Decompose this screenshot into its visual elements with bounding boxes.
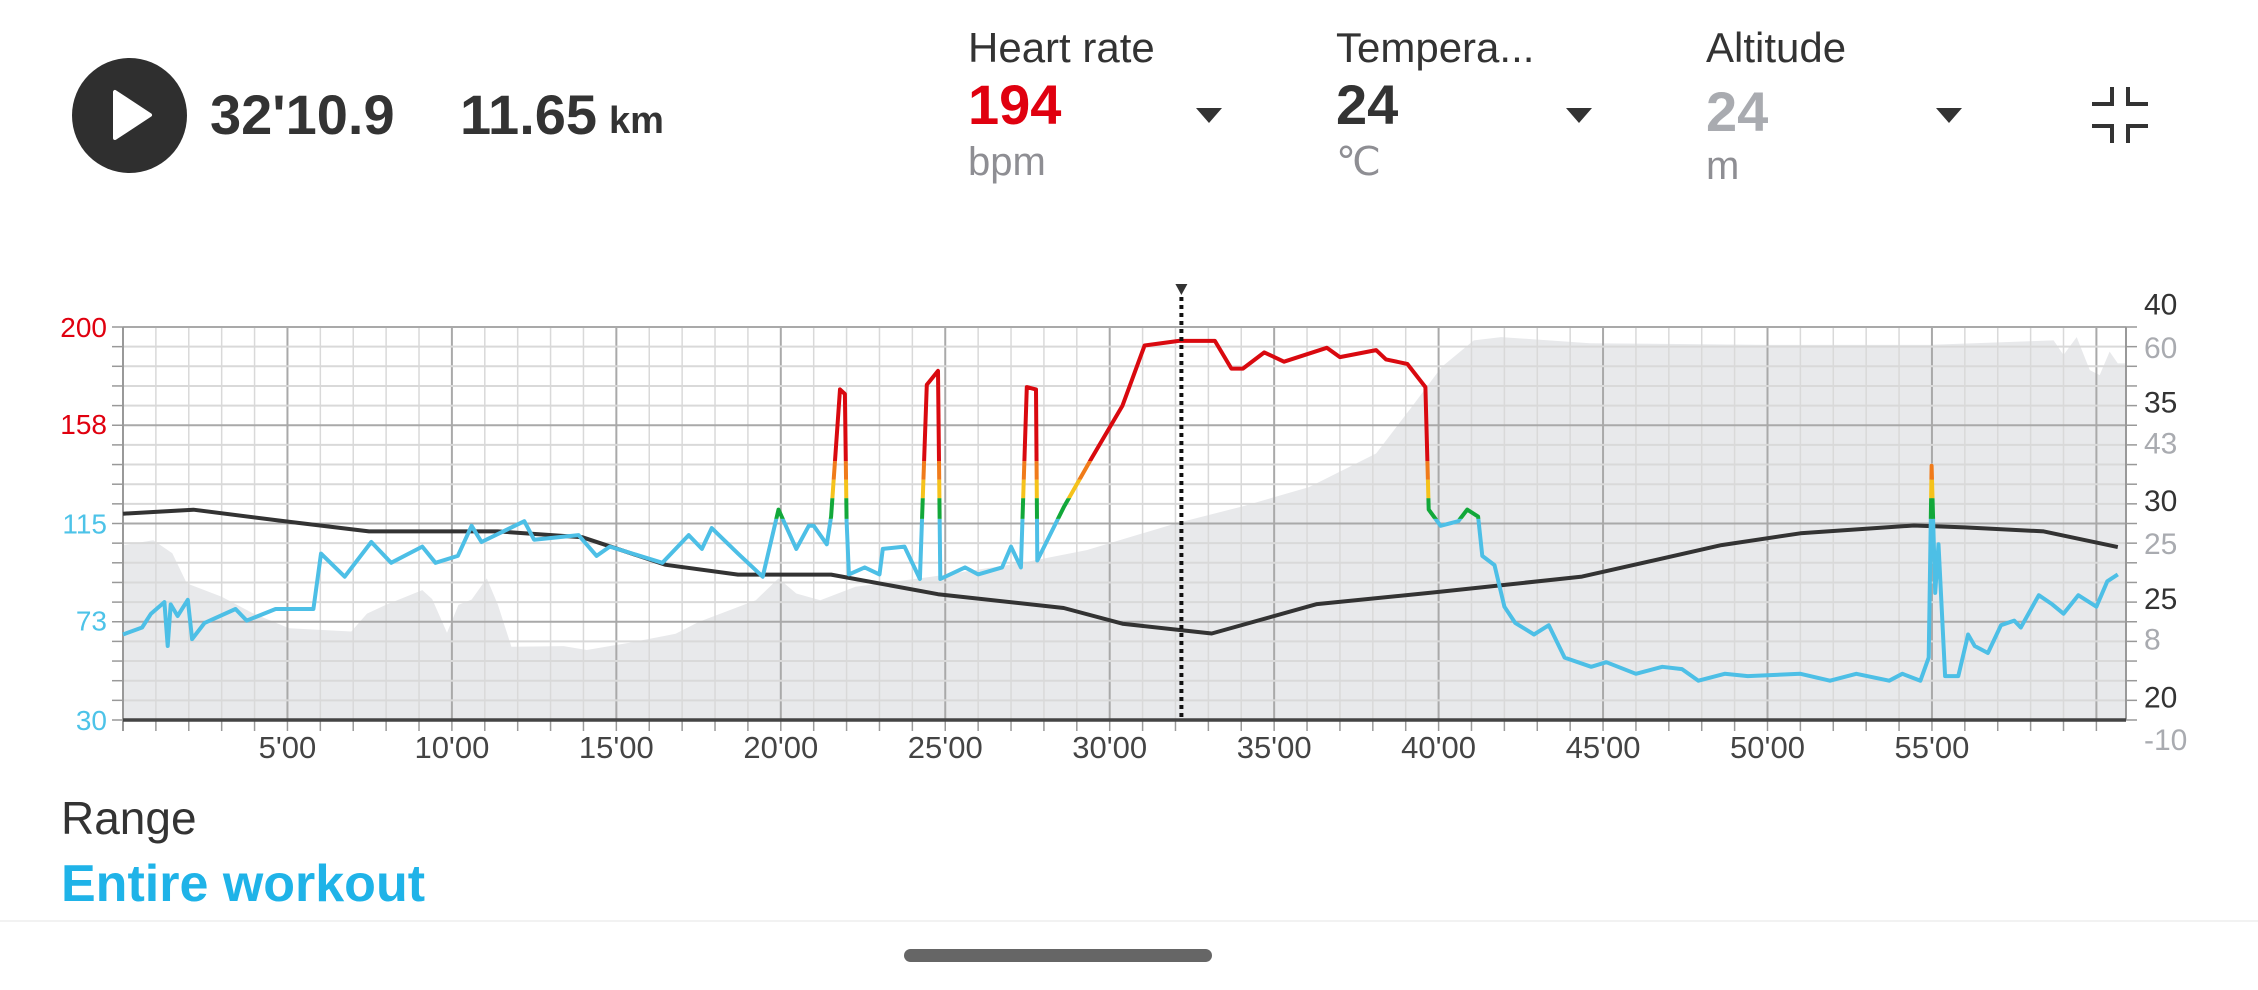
play-button[interactable] bbox=[72, 58, 187, 173]
collapse-icon[interactable] bbox=[2088, 84, 2152, 146]
grid-layer bbox=[123, 326, 2126, 720]
altitude-tick-label: 25 bbox=[2144, 528, 2177, 561]
metric-label: Heart rate bbox=[968, 24, 1155, 71]
heart-rate-layer bbox=[122, 338, 2119, 683]
altitude-tick-label: 43 bbox=[2144, 427, 2177, 460]
distance-value: 11.65 bbox=[460, 83, 598, 146]
x-tick-label: 20'00 bbox=[743, 730, 818, 765]
heart-rate-tick-label: 73 bbox=[76, 606, 107, 637]
x-tick-label: 10'00 bbox=[414, 730, 489, 765]
x-tick-label: 25'00 bbox=[908, 730, 983, 765]
temperature-tick-label: 25 bbox=[2144, 583, 2177, 616]
axis-labels-layer: 5'00 10'00 15'00 20'00 25'00 30'00 35'00 40'00 4… bbox=[60, 288, 2187, 765]
x-tick-label: 45'00 bbox=[1566, 730, 1641, 765]
heart-rate-tick-label: 158 bbox=[60, 409, 107, 440]
elapsed-time: 32'10.9 bbox=[210, 83, 395, 146]
temperature-tick-label: 20 bbox=[2144, 681, 2177, 714]
temperature-tick-label: 30 bbox=[2144, 485, 2177, 518]
metric-label: Altitude bbox=[1706, 24, 1847, 71]
metric-value: 24 bbox=[1706, 80, 1769, 143]
x-tick-label: 40'00 bbox=[1401, 730, 1476, 765]
metric-label: Tempera... bbox=[1336, 24, 1535, 71]
dropdown-caret-icon[interactable] bbox=[1196, 108, 1222, 123]
heart-rate-line-zone-1 bbox=[122, 518, 2119, 683]
x-tick-label: 50'00 bbox=[1730, 730, 1805, 765]
time-cursor[interactable] bbox=[1175, 284, 1188, 720]
altitude-tick-label: -10 bbox=[2144, 724, 2187, 757]
distance-unit: km bbox=[609, 100, 664, 142]
altitude-tick-label: 60 bbox=[2144, 332, 2177, 365]
cursor-marker-icon[interactable] bbox=[1175, 284, 1188, 295]
range-selector[interactable]: Entire workout bbox=[61, 855, 426, 913]
metric-value: 24 bbox=[1336, 73, 1399, 136]
range-label: Range bbox=[61, 792, 197, 844]
metric-unit: ℃ bbox=[1336, 140, 1381, 184]
axes-layer bbox=[112, 326, 2137, 731]
divider bbox=[0, 920, 2258, 922]
x-tick-label: 55'00 bbox=[1895, 730, 1970, 765]
altitude-area bbox=[123, 337, 2126, 720]
altitude-area-layer bbox=[123, 337, 2126, 720]
heart-rate-tick-label: 30 bbox=[76, 705, 107, 736]
dropdown-caret-icon[interactable] bbox=[1566, 108, 1592, 123]
x-tick-label: 15'00 bbox=[579, 730, 654, 765]
heart-rate-tick-label: 200 bbox=[60, 312, 107, 343]
dropdown-caret-icon[interactable] bbox=[1936, 108, 1962, 123]
metric-value: 194 bbox=[968, 73, 1062, 136]
heart-rate-tick-label: 115 bbox=[62, 509, 107, 540]
x-tick-label: 30'00 bbox=[1072, 730, 1147, 765]
temperature-line bbox=[122, 507, 2119, 636]
play-icon bbox=[113, 90, 152, 140]
heart-rate-line-zone-2 bbox=[774, 498, 1936, 519]
x-tick-label: 5'00 bbox=[259, 730, 317, 765]
altitude-tick-label: 8 bbox=[2144, 623, 2161, 656]
home-indicator[interactable] bbox=[904, 949, 1212, 962]
temperature-tick-label: 35 bbox=[2144, 387, 2177, 420]
temperature-layer bbox=[122, 507, 2119, 636]
metric-unit: bpm bbox=[968, 140, 1046, 184]
metric-unit: m bbox=[1706, 144, 1740, 188]
x-tick-label: 35'00 bbox=[1237, 730, 1312, 765]
temperature-tick-label: 40 bbox=[2144, 288, 2177, 321]
